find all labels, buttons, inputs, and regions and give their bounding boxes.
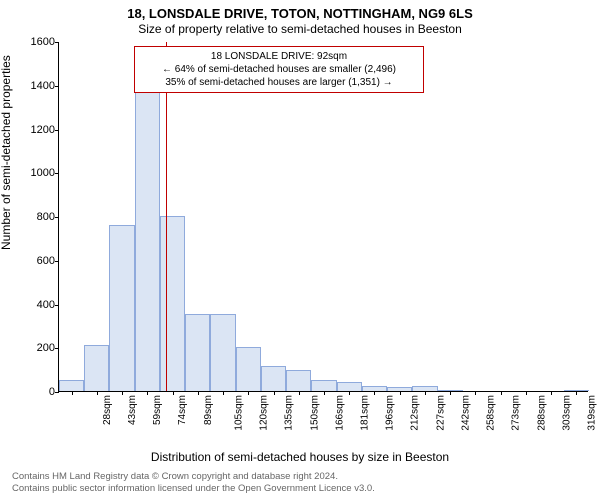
y-tick-mark [55, 130, 59, 131]
footer-attribution: Contains HM Land Registry data © Crown c… [12, 471, 375, 494]
bars-group [59, 42, 588, 391]
x-tick-mark [349, 391, 350, 395]
histogram-bar [160, 216, 185, 391]
histogram-bar [337, 382, 362, 391]
x-tick-label: 74sqm [177, 395, 188, 425]
x-tick-mark [450, 391, 451, 395]
plot-area: 18 LONSDALE DRIVE: 92sqm← 64% of semi-de… [58, 42, 588, 392]
x-tick-label: 105sqm [233, 395, 244, 431]
histogram-bar [109, 225, 134, 391]
annotation-box: 18 LONSDALE DRIVE: 92sqm← 64% of semi-de… [134, 46, 424, 93]
x-tick-mark [475, 391, 476, 395]
x-tick-label: 135sqm [284, 395, 295, 431]
histogram-bar [261, 366, 286, 391]
x-tick-label: 242sqm [461, 395, 472, 431]
y-tick-label: 1400 [15, 80, 59, 92]
x-tick-mark [576, 391, 577, 395]
y-tick-label: 1200 [15, 124, 59, 136]
x-tick-label: 303sqm [561, 395, 572, 431]
footer-line: Contains HM Land Registry data © Crown c… [12, 471, 375, 482]
footer-line: Contains public sector information licen… [12, 483, 375, 494]
x-tick-mark [97, 391, 98, 395]
x-tick-label: 166sqm [334, 395, 345, 431]
annotation-line: 35% of semi-detached houses are larger (… [141, 76, 417, 89]
y-tick-label: 200 [15, 342, 59, 354]
y-tick-mark [55, 261, 59, 262]
y-tick-label: 800 [15, 211, 59, 223]
histogram-bar [236, 347, 261, 391]
annotation-line: 18 LONSDALE DRIVE: 92sqm [141, 50, 417, 63]
y-tick-mark [55, 42, 59, 43]
x-tick-label: 227sqm [435, 395, 446, 431]
x-tick-mark [425, 391, 426, 395]
y-tick-label: 1000 [15, 167, 59, 179]
x-tick-label: 319sqm [587, 395, 598, 431]
y-tick-mark [55, 305, 59, 306]
chart-subtitle: Size of property relative to semi-detach… [0, 22, 600, 36]
x-tick-label: 181sqm [360, 395, 371, 431]
x-tick-mark [374, 391, 375, 395]
chart-title: 18, LONSDALE DRIVE, TOTON, NOTTINGHAM, N… [0, 6, 600, 21]
x-tick-mark [299, 391, 300, 395]
annotation-line: ← 64% of semi-detached houses are smalle… [141, 63, 417, 76]
histogram-bar [210, 314, 235, 391]
y-tick-mark [55, 392, 59, 393]
reference-line [166, 42, 167, 391]
x-tick-label: 196sqm [385, 395, 396, 431]
x-tick-label: 28sqm [102, 395, 113, 425]
x-tick-label: 43sqm [127, 395, 138, 425]
x-tick-label: 89sqm [203, 395, 214, 425]
y-tick-label: 0 [15, 386, 59, 398]
x-tick-label: 273sqm [511, 395, 522, 431]
histogram-bar [59, 380, 84, 391]
x-tick-mark [526, 391, 527, 395]
x-tick-mark [122, 391, 123, 395]
x-axis-label: Distribution of semi-detached houses by … [0, 450, 600, 464]
x-tick-mark [198, 391, 199, 395]
x-tick-mark [400, 391, 401, 395]
x-tick-mark [551, 391, 552, 395]
y-tick-mark [55, 173, 59, 174]
x-tick-mark [223, 391, 224, 395]
histogram-bar [311, 380, 336, 391]
histogram-bar [135, 80, 160, 391]
x-tick-mark [274, 391, 275, 395]
y-tick-label: 400 [15, 299, 59, 311]
x-tick-label: 212sqm [410, 395, 421, 431]
histogram-bar [286, 370, 311, 391]
histogram-bar [84, 345, 109, 391]
histogram-bar [185, 314, 210, 391]
x-tick-mark [501, 391, 502, 395]
x-tick-label: 258sqm [486, 395, 497, 431]
y-tick-label: 600 [15, 255, 59, 267]
x-tick-mark [173, 391, 174, 395]
chart-container: { "title": "18, LONSDALE DRIVE, TOTON, N… [0, 0, 600, 500]
x-tick-mark [324, 391, 325, 395]
x-tick-mark [72, 391, 73, 395]
x-tick-label: 59sqm [152, 395, 163, 425]
x-tick-label: 150sqm [309, 395, 320, 431]
y-tick-mark [55, 86, 59, 87]
y-axis-label: Number of semi-detached properties [0, 55, 13, 250]
x-tick-mark [147, 391, 148, 395]
y-tick-mark [55, 217, 59, 218]
y-tick-label: 1600 [15, 36, 59, 48]
x-tick-mark [248, 391, 249, 395]
x-tick-label: 120sqm [259, 395, 270, 431]
x-tick-label: 288sqm [536, 395, 547, 431]
y-tick-mark [55, 348, 59, 349]
